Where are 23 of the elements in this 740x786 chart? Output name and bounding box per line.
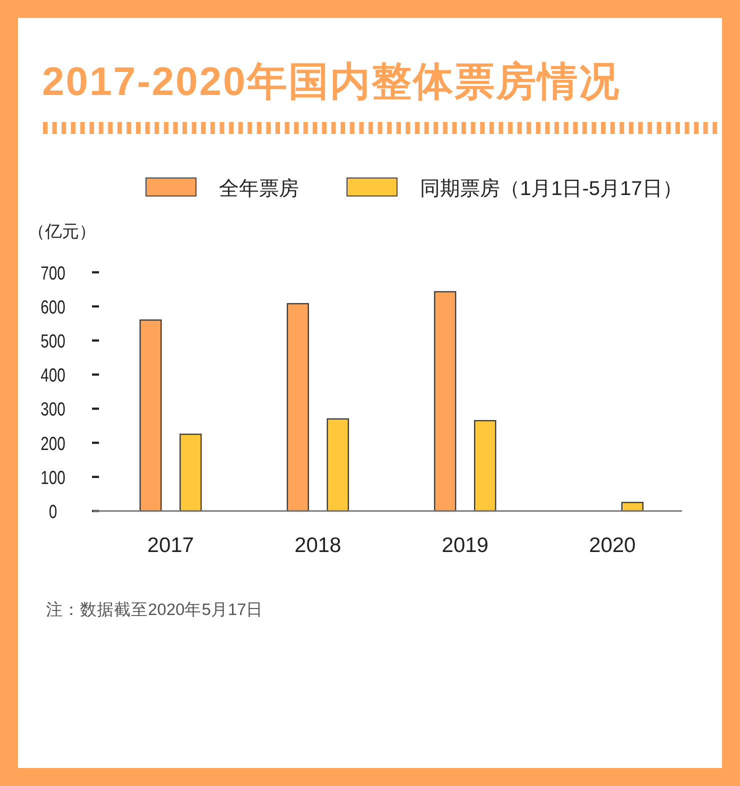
- x-tick-label: 2020: [589, 534, 636, 557]
- x-tick-label: 2019: [442, 534, 488, 557]
- text: 注：数据截至2020年5月17日: [46, 600, 264, 619]
- legend-label: 全年票房: [219, 178, 299, 200]
- x-tick-label: 2017: [147, 534, 194, 557]
- y-axis-title: （亿元）: [28, 222, 88, 241]
- y-tick-label: 700: [40, 262, 66, 284]
- y-tick-label: 500: [40, 330, 66, 352]
- x-tick-label: 2018: [294, 534, 342, 557]
- chart-title: 2017-2020年国内整体票房情况: [42, 60, 620, 104]
- y-tick-label: 100: [40, 467, 66, 488]
- bar: [474, 420, 496, 512]
- bar: [286, 303, 309, 512]
- y-tick-label: 300: [40, 398, 66, 420]
- y-tick-label: 600: [40, 296, 66, 318]
- bar: [326, 418, 349, 512]
- y-tick-label: 400: [40, 364, 66, 386]
- bar: [140, 319, 162, 512]
- y-tick-label: 0: [48, 501, 58, 522]
- legend-label: 同期票房（1月1日-5月17日）: [420, 178, 672, 200]
- bar: [180, 434, 202, 512]
- bar: [434, 291, 456, 512]
- y-tick-label: 200: [40, 433, 66, 454]
